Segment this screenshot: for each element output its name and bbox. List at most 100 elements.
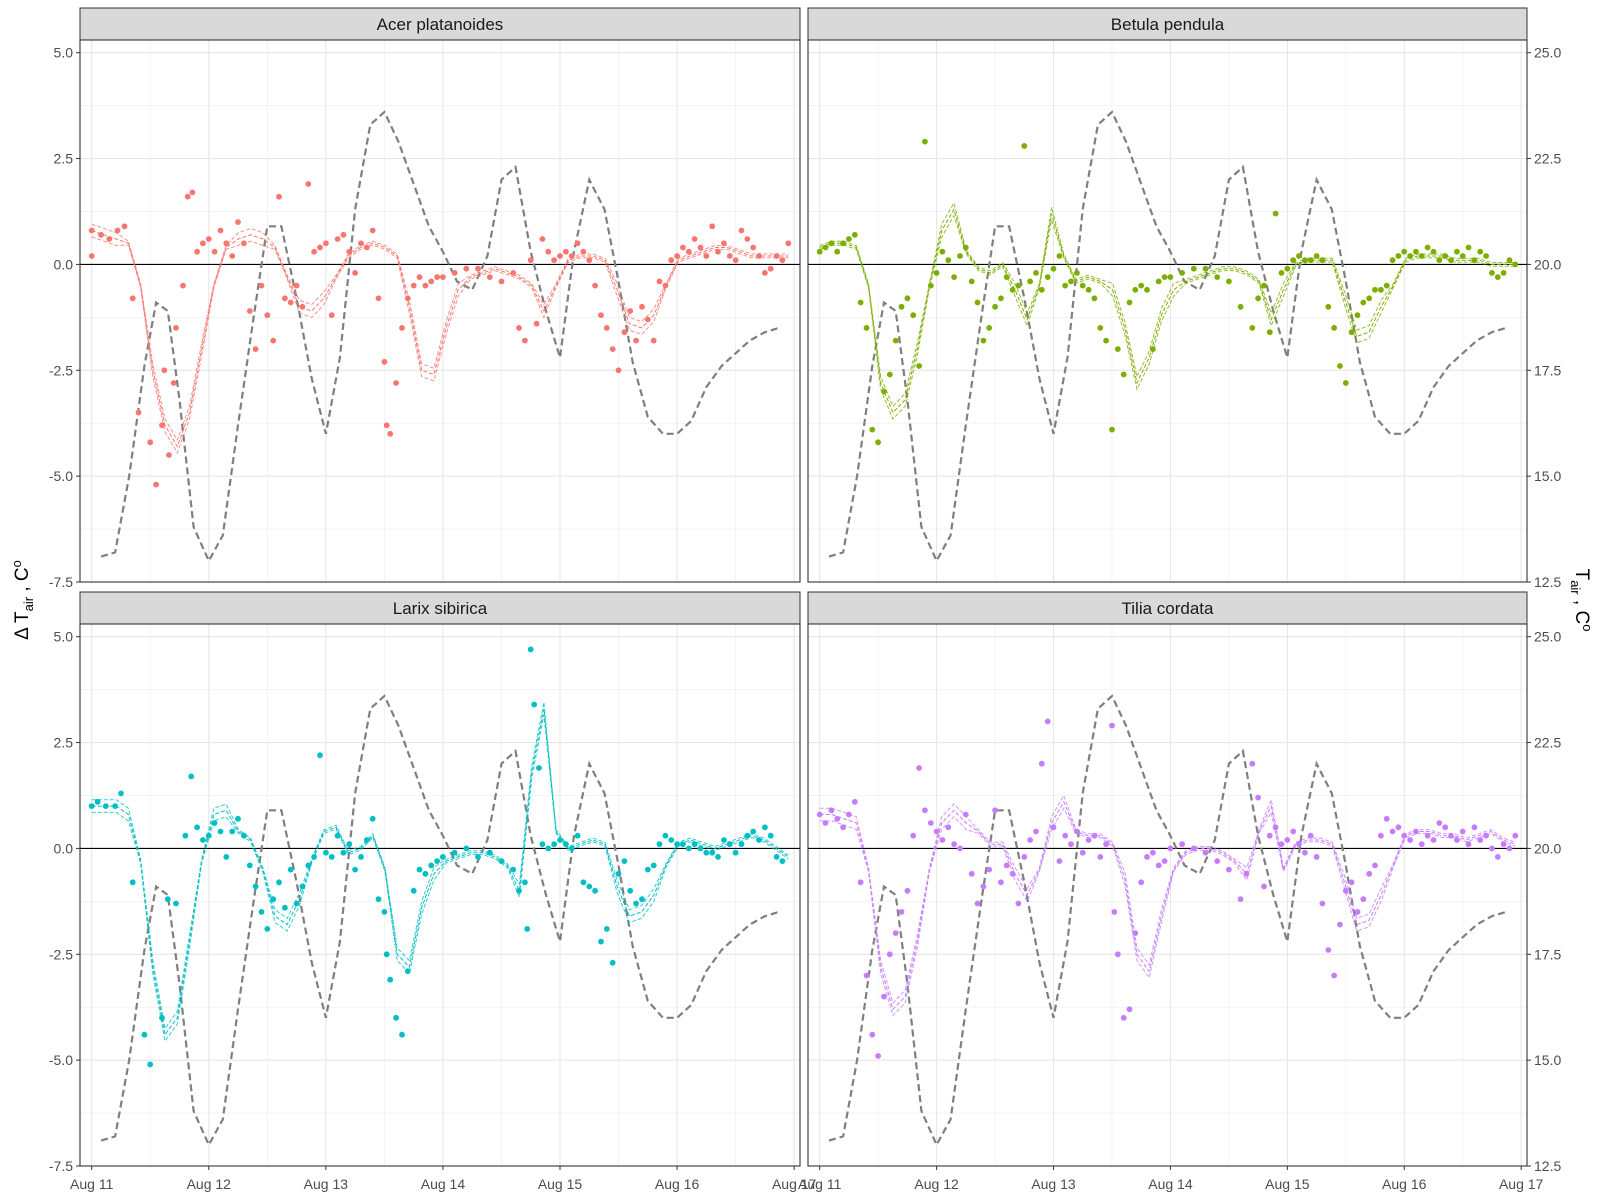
data-point (598, 938, 604, 945)
data-point (1378, 286, 1384, 293)
data-point (939, 837, 946, 843)
data-point (393, 1014, 399, 1021)
data-point (369, 815, 376, 822)
data-point (428, 278, 435, 285)
y-tick-label-right: 15.0 (1534, 1052, 1561, 1068)
y-axis-title-right-tail: , C (1571, 595, 1592, 625)
data-point (1307, 832, 1314, 839)
data-point (287, 866, 294, 873)
data-point (968, 870, 975, 877)
data-point (869, 426, 876, 433)
data-point (1506, 845, 1513, 852)
data-point (173, 325, 179, 331)
data-point (1132, 286, 1139, 293)
data-point (1436, 257, 1443, 264)
data-point (311, 248, 317, 255)
data-point (235, 219, 241, 226)
data-point (668, 837, 675, 843)
data-point (779, 257, 786, 264)
data-point (522, 337, 528, 344)
strip-betula (807, 7, 1528, 41)
data-point (1418, 253, 1425, 259)
data-point (1337, 921, 1343, 928)
y-tick-label-left: 2.5 (54, 735, 74, 751)
data-point (1348, 329, 1355, 336)
data-point (1179, 270, 1185, 276)
data-point (1144, 854, 1150, 860)
data-point (1114, 346, 1121, 352)
data-point (536, 765, 542, 771)
data-point (375, 295, 382, 302)
data-point (1085, 837, 1092, 843)
data-point (1436, 820, 1443, 826)
data-point (1418, 841, 1425, 848)
panel-border-acer (79, 39, 801, 583)
data-point (875, 439, 881, 446)
data-point (352, 866, 358, 873)
data-point (533, 320, 540, 327)
data-point (709, 223, 716, 230)
y-axis-title-right-sub: air (1568, 580, 1583, 595)
data-point (1021, 143, 1028, 149)
y-tick-label-right: 12.5 (1534, 574, 1561, 590)
data-point (551, 257, 557, 264)
data-point (621, 858, 628, 864)
x-tick-label: Aug 12 (187, 1176, 232, 1192)
data-point (200, 837, 206, 843)
data-point (88, 803, 95, 809)
data-point (1009, 870, 1016, 877)
data-point (680, 841, 686, 848)
data-point (1103, 841, 1109, 848)
data-point (1354, 312, 1361, 319)
data-point (945, 824, 952, 831)
data-point (1091, 832, 1098, 839)
y-tick-label-left: -2.5 (49, 946, 73, 962)
data-point (1062, 832, 1069, 839)
data-point (892, 930, 899, 936)
data-point (1044, 274, 1051, 280)
data-point (241, 832, 247, 839)
data-point (822, 820, 829, 826)
data-point (968, 278, 975, 285)
data-point (986, 325, 993, 331)
data-point (463, 845, 470, 852)
data-point (217, 227, 224, 234)
strip-title-larix: Larix sibirica (393, 599, 488, 618)
data-point (1413, 248, 1419, 255)
y-tick-label-right: 17.5 (1534, 946, 1561, 962)
data-point (1155, 862, 1162, 869)
data-point (510, 866, 517, 873)
data-point (545, 845, 552, 852)
data-point (399, 1031, 405, 1038)
data-point (1161, 274, 1168, 280)
data-point (1074, 270, 1080, 276)
data-point (1074, 828, 1080, 835)
data-point (1249, 325, 1256, 331)
data-point (1202, 849, 1209, 856)
data-point (767, 832, 774, 839)
data-point (881, 388, 887, 395)
data-point (112, 803, 118, 809)
data-point (816, 811, 823, 818)
data-point (387, 976, 394, 983)
data-point (633, 337, 639, 344)
data-point (516, 325, 522, 331)
data-point (822, 244, 829, 251)
data-point (1389, 828, 1396, 835)
y-tick-label-right: 15.0 (1534, 468, 1561, 484)
data-point (703, 849, 710, 856)
data-point (1237, 303, 1244, 310)
data-point (1021, 854, 1028, 860)
data-point (1278, 841, 1285, 848)
data-point (88, 227, 95, 234)
data-point (1389, 257, 1396, 264)
panel-border-betula (807, 39, 1528, 583)
data-point (756, 253, 762, 259)
y-tick-label-right: 22.5 (1534, 151, 1561, 167)
data-point (1027, 837, 1033, 843)
data-point (246, 308, 253, 314)
data-point (1126, 299, 1133, 306)
data-point (1360, 896, 1367, 903)
data-point (346, 841, 353, 848)
data-point (644, 866, 651, 873)
